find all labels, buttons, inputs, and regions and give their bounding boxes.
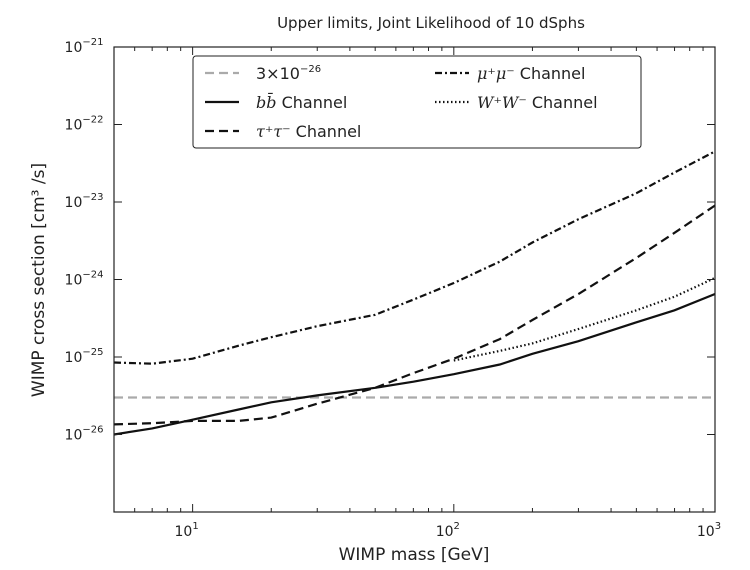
x-tick-label: 103 <box>697 521 721 540</box>
legend-label-tautau: τ⁺τ⁻ Channel <box>256 122 361 141</box>
y-tick-label: 10−22 <box>65 115 104 134</box>
legend-label-thermal: 3×10−26 <box>256 64 321 83</box>
x-tick-label: 101 <box>175 521 199 540</box>
x-axis-label: WIMP mass [GeV] <box>339 545 490 565</box>
axis-ticks: 101 102 103 10−26 10−25 10−24 10−23 10−22 10−21 <box>65 37 722 540</box>
series-line-tautau <box>113 204 716 426</box>
y-tick-label: 10−25 <box>65 347 104 366</box>
y-tick-label: 10−24 <box>65 270 104 289</box>
y-tick-label: 10−26 <box>65 425 104 444</box>
legend-label-mumu: μ⁺μ⁻ Channel <box>477 64 585 83</box>
plot-lines <box>113 150 716 436</box>
y-tick-label: 10−23 <box>65 192 104 211</box>
y-axis-label: WIMP cross section [cm³ /s] <box>29 163 49 397</box>
series-line-mumu <box>113 150 716 365</box>
legend-label-ww: W⁺W⁻ Channel <box>477 93 598 112</box>
x-tick-label: 102 <box>436 521 460 540</box>
legend: 3×10−26 bb̄ Channel τ⁺τ⁻ Channel μ⁺μ⁻ Chann… <box>192 55 642 149</box>
y-tick-label: 10−21 <box>65 37 104 56</box>
legend-box <box>192 55 642 149</box>
chart-title: Upper limits, Joint Likelihood of 10 dSp… <box>277 14 585 32</box>
series-line-ww <box>453 276 716 362</box>
legend-label-bb: bb̄ Channel <box>256 91 347 112</box>
series-line-bb <box>113 292 716 436</box>
